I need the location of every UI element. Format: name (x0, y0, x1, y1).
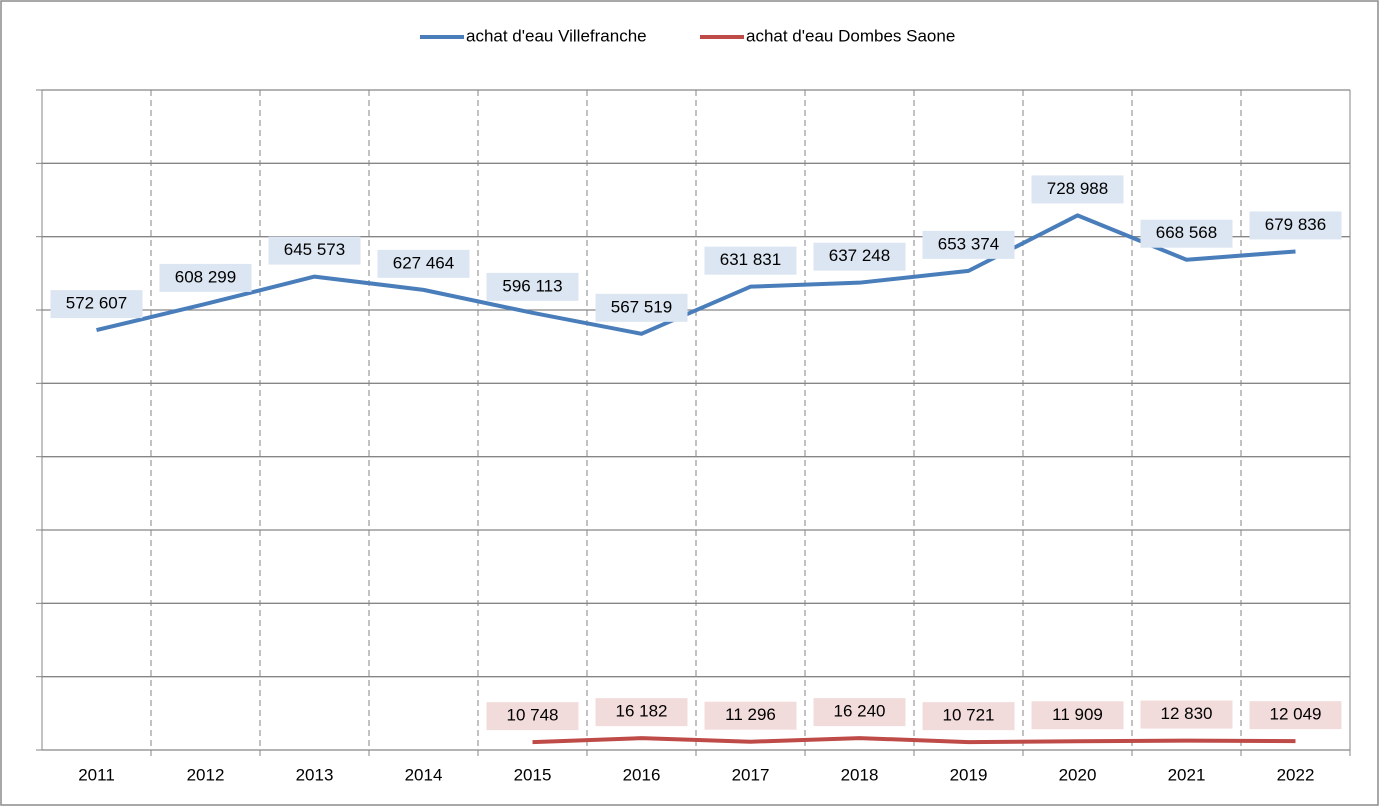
x-tick-label: 2013 (296, 765, 334, 784)
x-tick-label: 2015 (514, 765, 552, 784)
x-tick-label: 2016 (623, 765, 661, 784)
data-label: 10 748 (507, 706, 559, 725)
data-label: 16 240 (834, 702, 886, 721)
data-label: 572 607 (66, 294, 127, 313)
data-label-bg (1140, 700, 1233, 729)
data-label-bg (1249, 211, 1342, 240)
x-tick-label: 2017 (732, 765, 770, 784)
data-label-bg (704, 246, 797, 275)
x-tick-label: 2019 (950, 765, 988, 784)
data-label: 728 988 (1047, 179, 1108, 198)
data-label: 627 464 (393, 253, 454, 272)
legend-label: achat d'eau Villefranche (466, 26, 647, 45)
data-label: 10 721 (943, 706, 995, 725)
data-label-bg (268, 236, 361, 265)
series-line (96, 213, 1296, 336)
data-label: 11 296 (725, 705, 776, 724)
data-label: 637 248 (829, 246, 890, 265)
data-label: 668 568 (1156, 223, 1217, 242)
x-tick-label: 2022 (1277, 765, 1315, 784)
data-label-bg (1140, 219, 1233, 248)
data-label: 12 049 (1270, 705, 1322, 724)
x-tick-label: 2011 (78, 765, 115, 784)
data-label-bg (1031, 701, 1124, 730)
data-label: 645 573 (284, 240, 345, 259)
data-label-bg (1249, 701, 1342, 730)
data-label-bg (377, 249, 470, 278)
data-label-bg (1031, 175, 1124, 204)
data-label-bg (813, 698, 906, 727)
data-label: 608 299 (175, 267, 236, 286)
data-label-bg (922, 230, 1015, 259)
data-label: 653 374 (938, 234, 999, 253)
data-label-bg (704, 701, 797, 730)
data-label: 679 836 (1265, 215, 1326, 234)
legend-label: achat d'eau Dombes Saone (746, 26, 955, 45)
data-label-bg (922, 702, 1015, 731)
series-line (532, 736, 1296, 745)
data-label-bg (813, 242, 906, 271)
x-tick-label: 2012 (187, 765, 225, 784)
data-label-bg (595, 698, 688, 727)
data-label: 596 113 (502, 276, 562, 295)
x-tick-label: 2021 (1168, 765, 1206, 784)
data-label: 567 519 (611, 297, 672, 316)
data-label: 631 831 (720, 250, 781, 269)
x-tick-label: 2018 (841, 765, 879, 784)
data-label: 16 182 (616, 702, 668, 721)
data-label-bg (486, 272, 579, 301)
x-tick-label: 2014 (405, 765, 443, 784)
data-label-bg (595, 293, 688, 322)
data-label: 12 830 (1161, 704, 1213, 723)
data-label-bg (50, 290, 143, 319)
data-label-bg (486, 702, 579, 731)
data-label: 11 909 (1052, 705, 1103, 724)
data-label-bg (159, 263, 252, 292)
x-tick-label: 2020 (1059, 765, 1097, 784)
